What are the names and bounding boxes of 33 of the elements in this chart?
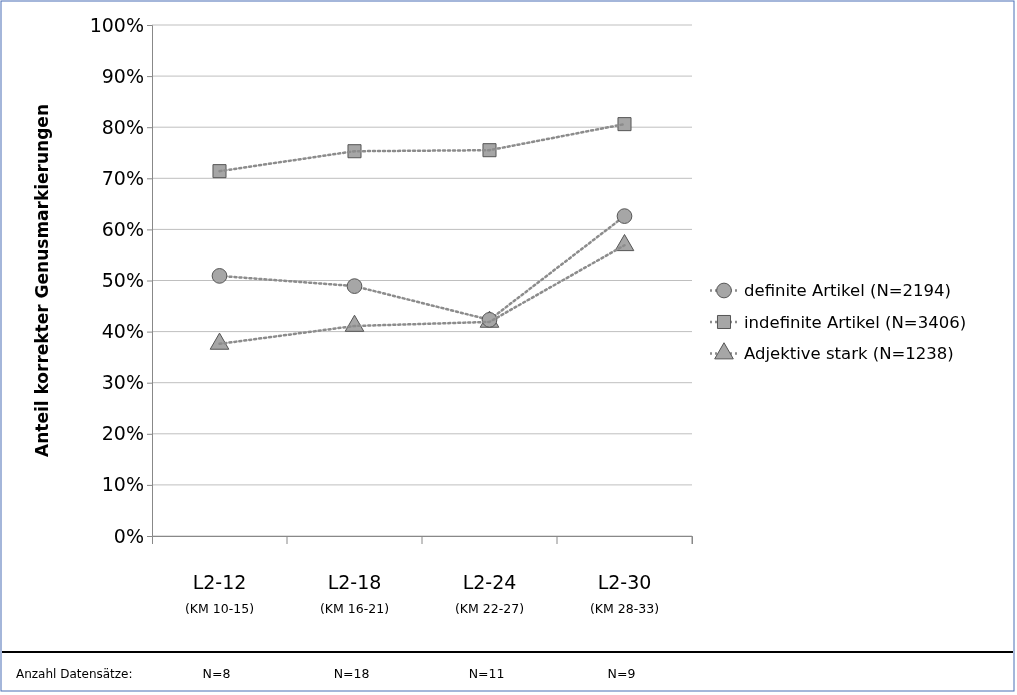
point <box>617 117 632 132</box>
x-tick-label: L2-24 <box>462 570 517 593</box>
text: (KM 28-33) <box>589 601 660 616</box>
text: N=8 <box>202 666 231 681</box>
text: (KM 10-15) <box>184 601 255 616</box>
point <box>212 164 227 179</box>
point <box>346 278 363 294</box>
y-tick-label: 10% <box>101 473 144 496</box>
y-tick-label: 100% <box>89 13 144 36</box>
y-tick-label: 80% <box>101 115 144 138</box>
y-tick-label: 20% <box>101 422 144 445</box>
text: (KM 16-21) <box>319 601 390 616</box>
text: N=9 <box>607 666 636 681</box>
x-tick-label: L2-12 <box>192 570 247 593</box>
text: N=18 <box>333 666 370 681</box>
legend-label: Adjektive stark (N=1238) <box>744 344 954 364</box>
text: N=11 <box>468 666 505 681</box>
x-tick-label: L2-30 <box>597 570 652 593</box>
point <box>211 268 228 284</box>
y-tick-label: 70% <box>101 166 144 189</box>
text: Anzahl Datensätze: <box>16 667 133 681</box>
text: (KM 22-27) <box>454 601 525 616</box>
y-tick-label: 30% <box>101 371 144 394</box>
legend-label: indefinite Artikel (N=3406) <box>744 312 967 332</box>
y-tick-label: 50% <box>101 269 144 292</box>
point <box>616 208 633 224</box>
y-axis-title: Anteil korrekter Genusmarkierungen <box>32 103 52 458</box>
legend-label: definite Artikel (N=2194) <box>744 281 952 301</box>
x-tick-label: L2-18 <box>327 570 382 593</box>
y-tick-label: 60% <box>101 217 144 240</box>
y-tick-label: 90% <box>101 64 144 87</box>
y-tick-label: 0% <box>113 524 144 547</box>
y-tick-label: 40% <box>101 320 144 343</box>
